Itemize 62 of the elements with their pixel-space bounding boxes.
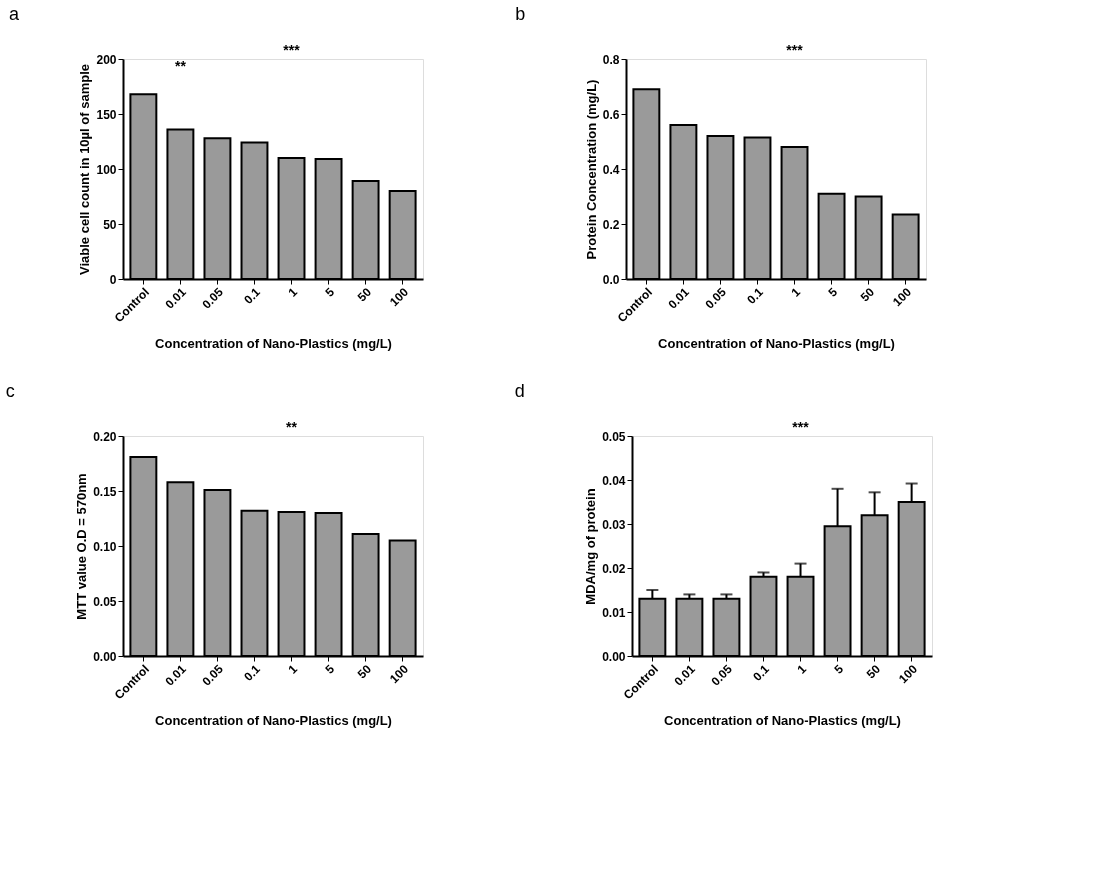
- x-tick-label: 100: [387, 284, 412, 310]
- y-axis-title: Viable cell count in 10µl of sample: [77, 64, 93, 275]
- x-tick-label: 0.1: [241, 661, 264, 684]
- x-tick-label: 0.1: [241, 284, 264, 307]
- x-tick-label: 1: [285, 284, 301, 300]
- x-tick-label: 1: [794, 661, 810, 677]
- x-tick-label: 50: [354, 284, 375, 305]
- y-tick-label: 0.05: [93, 594, 117, 609]
- x-axis-title: Concentration of Nano-Plastics (mg/L): [155, 713, 392, 729]
- x-axis-title: Concentration of Nano-Plastics (mg/L): [664, 713, 901, 729]
- y-axis-title: Protein Concentration (mg/L): [583, 79, 599, 260]
- y-axis-title: MDA/mg of protein: [583, 488, 599, 605]
- y-tick-label: 0.03: [602, 517, 626, 532]
- text: ***: [792, 419, 810, 435]
- x-tick-label: 0.1: [744, 284, 767, 307]
- y-tick-label: 0.00: [602, 649, 626, 664]
- chart-title: d: [514, 381, 525, 401]
- y-tick-label: 0: [109, 272, 117, 287]
- y-tick-label: 0.2: [602, 217, 620, 232]
- text: ***: [786, 42, 804, 58]
- y-tick-label: 0.04: [602, 473, 626, 488]
- y-tick-label: 0.00: [93, 649, 117, 664]
- x-tick-label: 5: [322, 661, 338, 677]
- chart-title: a: [8, 4, 20, 24]
- x-tick-label: 50: [857, 284, 878, 305]
- x-tick-label: 0.01: [162, 661, 190, 689]
- x-tick-label: 1: [788, 284, 804, 300]
- y-axis-title: MTT value O.D = 570nm: [74, 473, 90, 620]
- text: ***: [283, 42, 301, 58]
- y-tick-label: 0.15: [93, 484, 117, 499]
- x-tick-label: 5: [322, 284, 338, 300]
- y-tick-label: 0.05: [602, 429, 626, 444]
- x-tick-label: 100: [890, 284, 915, 310]
- y-tick-label: 0.0: [602, 272, 620, 287]
- x-tick-label: 50: [863, 661, 884, 682]
- x-tick-label: 1: [285, 661, 301, 677]
- y-tick-label: 0.6: [602, 107, 620, 122]
- x-tick-label: 50: [354, 661, 375, 682]
- y-tick-label: 0.01: [602, 605, 626, 620]
- x-axis-title: Concentration of Nano-Plastics (mg/L): [658, 336, 895, 352]
- y-tick-label: 150: [96, 107, 117, 122]
- y-tick-label: 100: [96, 162, 117, 177]
- y-tick-label: 50: [103, 217, 117, 232]
- x-tick-label: 100: [896, 661, 921, 687]
- y-tick-label: 0.02: [602, 561, 626, 576]
- x-tick-label: 5: [825, 284, 841, 300]
- x-tick-label: 0.01: [671, 661, 699, 689]
- text: **: [286, 419, 298, 435]
- x-tick-label: 0.1: [750, 661, 773, 684]
- chart-title: b: [515, 4, 526, 24]
- y-tick-label: 200: [96, 52, 117, 67]
- x-tick-label: 100: [387, 661, 412, 687]
- y-tick-label: 0.8: [602, 52, 620, 67]
- x-tick-label: 0.01: [665, 284, 693, 312]
- annotation: **: [174, 58, 187, 74]
- y-tick-label: 0.4: [602, 162, 620, 177]
- y-tick-label: 0.10: [93, 539, 117, 554]
- x-axis-title: Concentration of Nano-Plastics (mg/L): [155, 336, 392, 352]
- chart-title: c: [5, 381, 15, 401]
- x-tick-label: 0.01: [162, 284, 190, 312]
- y-tick-label: 0.20: [93, 429, 117, 444]
- x-tick-label: 5: [831, 661, 847, 677]
